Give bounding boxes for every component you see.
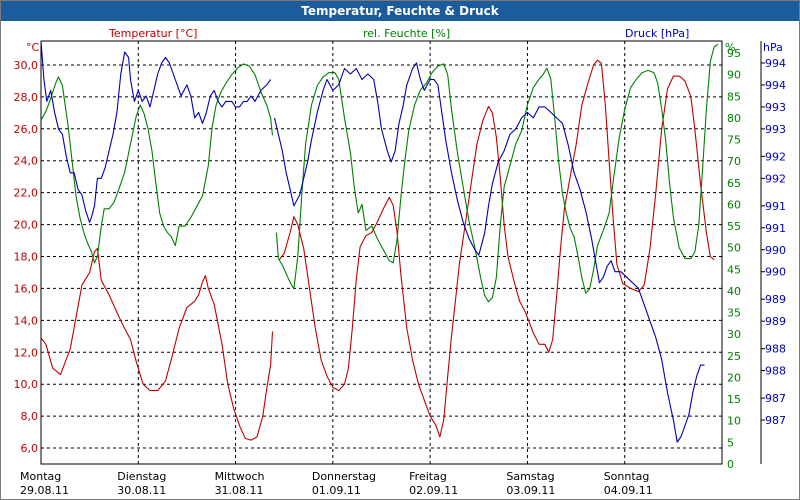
temperature-tick-label: 20,0 bbox=[14, 219, 39, 232]
pressure-tick-label: 994 bbox=[765, 79, 786, 92]
x-day-label: Montag bbox=[20, 470, 61, 483]
pressure-tick-label: 988 bbox=[765, 365, 786, 378]
humidity-tick-label: 40 bbox=[727, 285, 741, 298]
pressure-tick-label: 989 bbox=[765, 315, 786, 328]
pressure-axis-label: Druck [hPa] bbox=[625, 27, 689, 40]
humidity-unit: % bbox=[725, 41, 735, 54]
humidity-tick-label: 60 bbox=[727, 198, 741, 211]
temperature-tick-label: 22,0 bbox=[14, 187, 39, 200]
temperature-series-line bbox=[40, 247, 274, 441]
pressure-tick-label: 989 bbox=[765, 293, 786, 306]
pressure-series-line bbox=[40, 40, 272, 223]
humidity-tick-label: 45 bbox=[727, 263, 741, 276]
x-day-label: Dienstag bbox=[117, 470, 166, 483]
x-day-label: Freitag bbox=[409, 470, 447, 483]
humidity-axis-label: rel. Feuchte [%] bbox=[363, 27, 450, 40]
x-date-label: 30.08.11 bbox=[117, 484, 166, 497]
x-date-label: 04.09.11 bbox=[604, 484, 653, 497]
humidity-tick-label: 5 bbox=[727, 436, 734, 449]
temperature-axis-label: Temperatur [°C] bbox=[108, 27, 197, 40]
temperature-series-line bbox=[278, 59, 715, 438]
pressure-unit: hPa bbox=[763, 41, 783, 54]
humidity-tick-label: 75 bbox=[727, 134, 741, 147]
pressure-tick-label: 987 bbox=[765, 414, 786, 427]
temperature-tick-label: 10,0 bbox=[14, 378, 39, 391]
humidity-tick-label: 80 bbox=[727, 112, 741, 125]
temperature-unit: °C bbox=[26, 41, 40, 54]
x-day-label: Samstag bbox=[506, 470, 554, 483]
x-date-label: 31.08.11 bbox=[215, 484, 264, 497]
x-day-label: Donnerstag bbox=[312, 470, 376, 483]
temperature-tick-label: 30,0 bbox=[14, 59, 39, 72]
series-lines bbox=[40, 40, 719, 443]
humidity-tick-label: 65 bbox=[727, 177, 741, 190]
temperature-tick-label: 12,0 bbox=[14, 346, 39, 359]
pressure-tick-label: 991 bbox=[765, 222, 786, 235]
pressure-tick-label: 990 bbox=[765, 244, 786, 257]
pressure-series-line bbox=[273, 62, 705, 443]
temperature-tick-label: 16,0 bbox=[14, 282, 39, 295]
humidity-series-line bbox=[40, 63, 274, 264]
pressure-tick-label: 991 bbox=[765, 200, 786, 213]
temperature-tick-label: 24,0 bbox=[14, 155, 39, 168]
humidity-tick-label: 30 bbox=[727, 328, 741, 341]
pressure-tick-label: 987 bbox=[765, 392, 786, 405]
pressure-tick-label: 992 bbox=[765, 150, 786, 163]
humidity-tick-label: 85 bbox=[727, 90, 741, 103]
humidity-tick-label: 90 bbox=[727, 69, 741, 82]
x-day-label: Sonntag bbox=[604, 470, 650, 483]
humidity-tick-label: 70 bbox=[727, 155, 741, 168]
humidity-tick-label: 0 bbox=[727, 458, 734, 471]
temperature-tick-label: 18,0 bbox=[14, 250, 39, 263]
temperature-ticks: 30,0 28,0 26,0 24,0 22,0 20,0 18,0 16,0 14,0 12,0… bbox=[14, 59, 39, 455]
x-date-label: 29.08.11 bbox=[20, 484, 69, 497]
humidity-tick-label: 95 bbox=[727, 47, 741, 60]
humidity-tick-label: 25 bbox=[727, 350, 741, 363]
pressure-tick-label: 993 bbox=[765, 123, 786, 136]
pressure-tick-label: 988 bbox=[765, 343, 786, 356]
plot-frame bbox=[40, 40, 723, 465]
pressure-ticks: 994 994 993 993 992 992 991 991 990 990 989 989 988 9… bbox=[761, 57, 786, 427]
x-date-label: 01.09.11 bbox=[312, 484, 361, 497]
humidity-tick-label: 20 bbox=[727, 371, 741, 384]
humidity-tick-label: 15 bbox=[727, 393, 741, 406]
temperature-tick-label: 26,0 bbox=[14, 123, 39, 136]
window-title: Temperatur, Feuchte & Druck bbox=[1, 1, 799, 21]
pressure-tick-label: 994 bbox=[765, 57, 786, 70]
humidity-tick-label: 50 bbox=[727, 242, 741, 255]
humidity-tick-label: 10 bbox=[727, 415, 741, 428]
x-date-label: 03.09.11 bbox=[506, 484, 555, 497]
x-day-label: Mittwoch bbox=[215, 470, 265, 483]
temperature-tick-label: 28,0 bbox=[14, 91, 39, 104]
humidity-tick-label: 55 bbox=[727, 220, 741, 233]
humidity-tick-label: 35 bbox=[727, 307, 741, 320]
temperature-tick-label: 8,0 bbox=[21, 410, 39, 423]
temperature-tick-label: 6,0 bbox=[21, 442, 39, 455]
humidity-series-line bbox=[275, 44, 719, 303]
grid-lines bbox=[41, 41, 722, 464]
pressure-tick-label: 993 bbox=[765, 101, 786, 114]
pressure-tick-label: 990 bbox=[765, 266, 786, 279]
chart-canvas: Temperatur [°C] rel. Feuchte [%] Druck [… bbox=[14, 27, 787, 497]
temperature-tick-label: 14,0 bbox=[14, 314, 39, 327]
x-date-label: 02.09.11 bbox=[409, 484, 458, 497]
pressure-tick-label: 992 bbox=[765, 172, 786, 185]
